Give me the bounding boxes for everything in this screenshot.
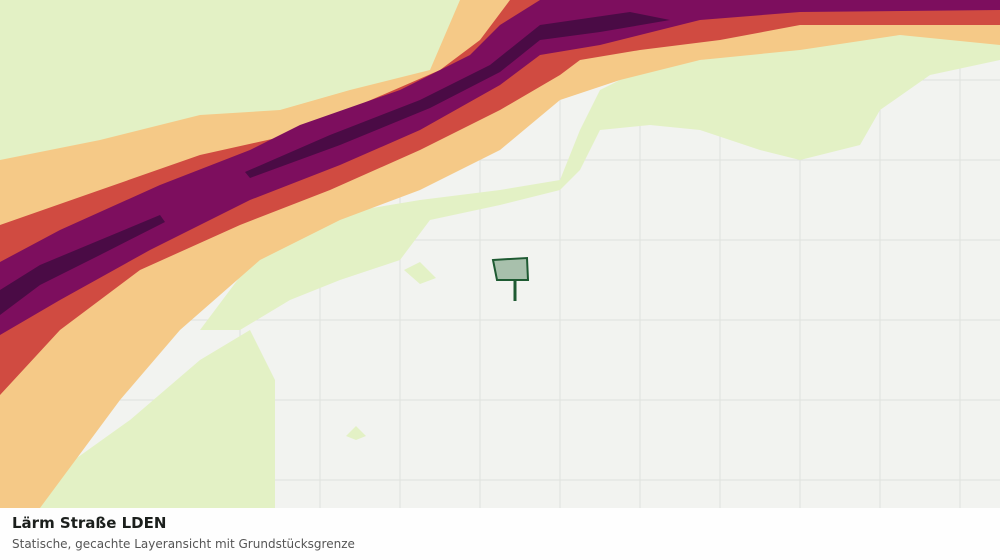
noise-band-low xyxy=(0,0,1000,508)
map-subtitle: Statische, gecachte Layeransicht mit Gru… xyxy=(12,537,355,551)
map-title: Lärm Straße LDEN xyxy=(12,514,167,532)
parcel-boundary xyxy=(491,256,530,301)
noise-band-max xyxy=(0,12,670,315)
legend-footer: Lärm Straße LDEN Statische, gecachte Lay… xyxy=(0,508,1000,560)
green-areas xyxy=(0,0,1000,508)
